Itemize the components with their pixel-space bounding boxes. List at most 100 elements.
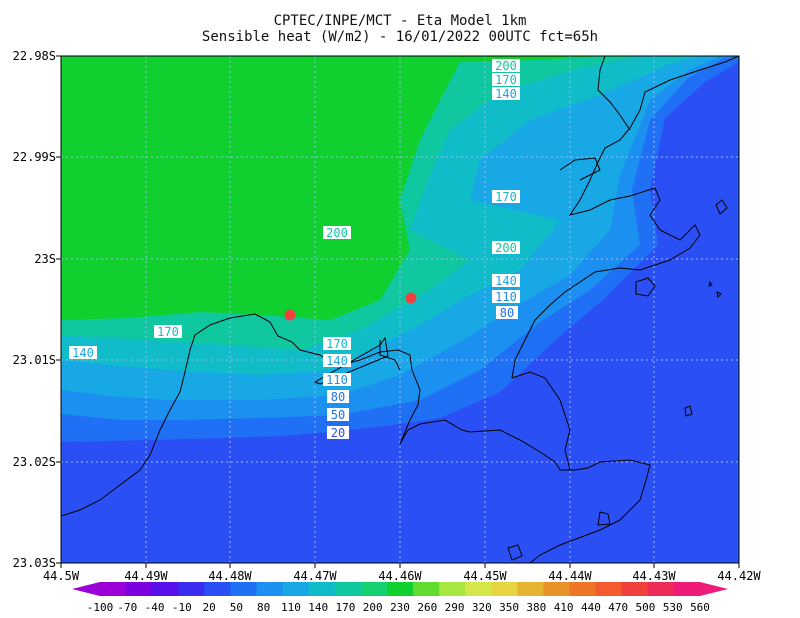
colorbar-label: 230 <box>390 601 410 614</box>
colorbar-swatch <box>282 582 310 596</box>
y-tick-label: 23.03S <box>12 556 56 570</box>
station-marker <box>284 309 296 321</box>
contour-label: 170 <box>154 325 182 339</box>
contour-label: 170 <box>323 337 351 351</box>
colorbar-swatch <box>595 582 623 596</box>
svg-text:200: 200 <box>326 226 348 240</box>
colorbar-label: 20 <box>202 601 216 614</box>
coastline <box>61 56 739 563</box>
colorbar-label: 500 <box>635 601 656 614</box>
colorbar-swatch <box>413 582 440 596</box>
svg-text:170: 170 <box>326 337 348 351</box>
colorbar-label: 410 <box>553 601 574 614</box>
colorbar-swatch <box>465 582 492 596</box>
station-marker <box>405 292 417 304</box>
svg-text:140: 140 <box>495 87 517 101</box>
x-tick-label: 44.45W <box>463 569 507 583</box>
colorbar-swatch <box>647 582 675 596</box>
colorbar <box>72 582 728 596</box>
colorbar-swatch <box>256 582 284 596</box>
x-tick-label: 44.5W <box>42 569 80 583</box>
colorbar-swatch <box>569 582 597 596</box>
svg-text:170: 170 <box>157 325 179 339</box>
x-tick-label: 44.43W <box>632 569 676 583</box>
svg-text:140: 140 <box>72 346 94 360</box>
x-tick-label: 44.46W <box>378 569 422 583</box>
x-tick-label: 44.44W <box>548 569 592 583</box>
colorbar-swatch <box>491 582 518 596</box>
colorbar-label: -70 <box>117 601 138 614</box>
colorbar-swatch <box>517 582 544 596</box>
band-tongue <box>430 212 555 262</box>
colorbar-label: 320 <box>471 601 492 614</box>
colorbar-label: 440 <box>580 601 601 614</box>
svg-text:140: 140 <box>326 354 348 368</box>
colorbar-swatch <box>126 582 153 596</box>
x-tick-label: 44.49W <box>124 569 168 583</box>
contour-label: 110 <box>492 290 520 304</box>
contour-label: 170 <box>492 73 520 87</box>
y-tick-label: 23.02S <box>12 455 56 469</box>
colorbar-label: 560 <box>690 601 710 614</box>
contour-label: 200 <box>492 59 520 73</box>
x-tick-label: 44.42W <box>717 569 761 583</box>
contour-label: 110 <box>323 373 351 387</box>
svg-text:80: 80 <box>331 390 345 404</box>
colorbar-swatch <box>204 582 231 596</box>
contour-label: 140 <box>492 87 520 101</box>
colorbar-swatch <box>178 582 205 596</box>
colorbar-swatch <box>673 582 701 596</box>
y-tick-label: 23.01S <box>12 353 56 367</box>
y-tick-label: 22.99S <box>12 150 56 164</box>
title-line-1: CPTEC/INPE/MCT - Eta Model 1km <box>273 13 527 29</box>
colorbar-label: -10 <box>171 601 192 614</box>
colorbar-label: 110 <box>280 601 301 614</box>
colorbar-swatch <box>543 582 571 596</box>
colorbar-label: 530 <box>662 601 683 614</box>
colorbar-label: 470 <box>608 601 629 614</box>
colorbar-label: -40 <box>144 601 165 614</box>
colorbar-label: 170 <box>335 601 356 614</box>
contour-labels: 200 170 140 170 200 140 110 80 200 170 1… <box>69 59 520 440</box>
svg-text:200: 200 <box>495 59 517 73</box>
colorbar-swatch <box>308 582 336 596</box>
title-line-2: Sensible heat (W/m2) - 16/01/2022 00UTC … <box>201 29 599 45</box>
svg-text:50: 50 <box>331 408 345 422</box>
contour-label: 140 <box>492 274 520 288</box>
colorbar-label: 140 <box>308 601 329 614</box>
svg-text:110: 110 <box>495 290 517 304</box>
colorbar-label: 80 <box>257 601 271 614</box>
colorbar-swatch <box>334 582 362 596</box>
colorbar-swatch <box>386 582 414 596</box>
colorbar-label: 350 <box>499 601 520 614</box>
tick-marks <box>56 55 740 568</box>
colorbar-label: 260 <box>417 601 438 614</box>
contour-label: 200 <box>323 226 351 240</box>
svg-text:80: 80 <box>500 306 514 320</box>
grid-lines <box>61 56 739 563</box>
y-tick-label: 23S <box>34 252 56 266</box>
svg-text:170: 170 <box>495 190 517 204</box>
y-tick-label: 22.98S <box>12 49 56 63</box>
svg-text:140: 140 <box>495 274 517 288</box>
contour-label: 140 <box>69 346 97 360</box>
colorbar-label: 200 <box>362 601 383 614</box>
colorbar-swatch <box>360 582 388 596</box>
contour-label: 50 <box>327 408 349 422</box>
contour-label: 20 <box>327 426 349 440</box>
colorbar-left-arrow <box>72 582 100 596</box>
contour-label: 80 <box>496 306 518 320</box>
x-tick-label: 44.48W <box>208 569 252 583</box>
contour-fill <box>61 56 739 563</box>
colorbar-label: 50 <box>229 601 243 614</box>
x-tick-label: 44.47W <box>293 569 337 583</box>
colorbar-label: -100 <box>86 601 114 614</box>
colorbar-swatch <box>100 582 127 596</box>
svg-text:170: 170 <box>495 73 517 87</box>
colorbar-swatch <box>230 582 258 596</box>
contour-label: 170 <box>492 190 520 204</box>
colorbar-swatch <box>621 582 649 596</box>
svg-text:200: 200 <box>495 241 517 255</box>
contour-label: 140 <box>323 354 351 368</box>
